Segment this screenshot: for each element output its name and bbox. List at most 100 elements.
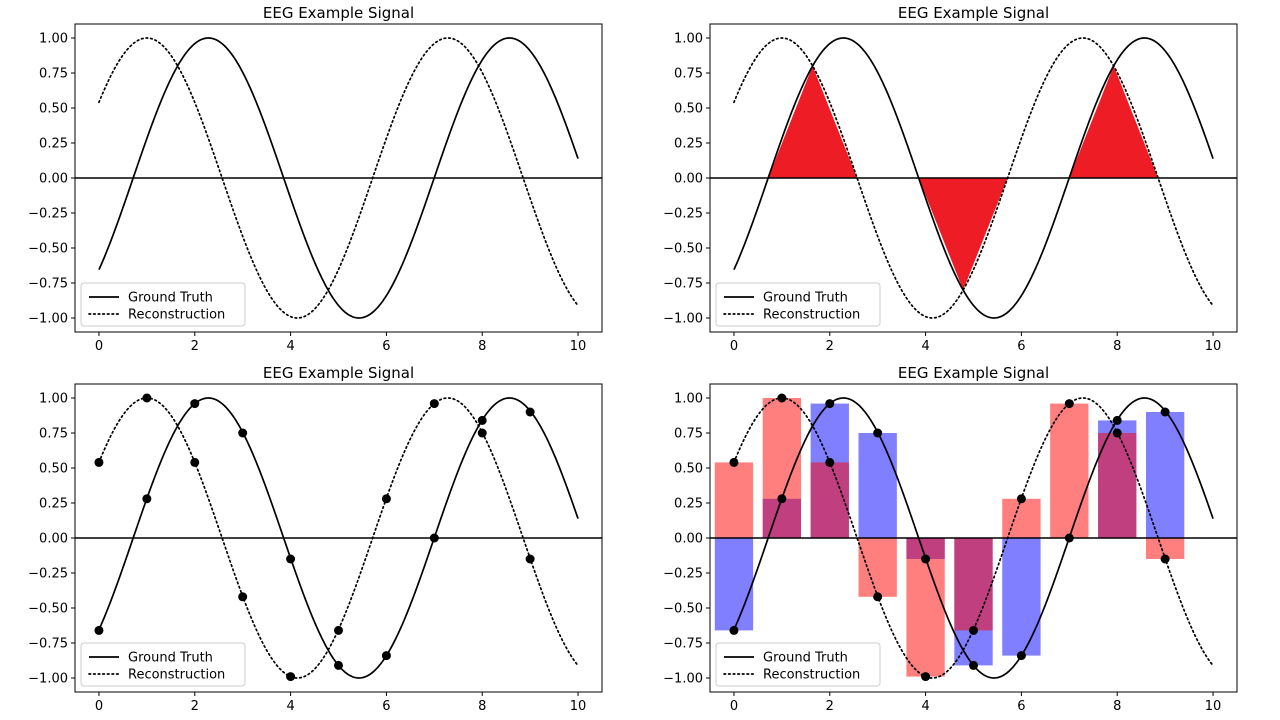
reconstruction-sample-point [525, 554, 535, 564]
ground-truth-line [733, 37, 1214, 319]
plot-area [75, 37, 602, 319]
reconstruction-sample-point [477, 428, 487, 438]
y-tick-label: 1.00 [674, 392, 703, 407]
x-tick-label: 10 [1205, 699, 1222, 714]
y-tick-label: 0.75 [39, 67, 68, 82]
ground-truth-sample-point [729, 625, 739, 635]
x-tick-label: 10 [570, 699, 587, 714]
chart-title: EEG Example Signal [263, 4, 414, 22]
ground-truth-sample-point [777, 494, 787, 504]
ground-truth-sample-point [1016, 651, 1026, 661]
y-tick-label: −1.00 [28, 672, 68, 687]
legend: Ground Truth Reconstruction [715, 642, 881, 687]
error-region-0 [768, 65, 858, 178]
x-tick-label: 0 [730, 699, 738, 714]
y-tick-label: 0.75 [674, 427, 703, 442]
y-tick-label: 0.75 [39, 427, 68, 442]
chart-panel-top-left: 1.00 0.75 0.50 0.25 0.00 −0.25 −0.50 −0.75 −1.00… [28, 4, 603, 354]
reconstruction-bar-8 [1098, 433, 1137, 538]
ground-truth-sample-point [1064, 533, 1074, 543]
reconstruction-line [98, 37, 579, 319]
y-tick-label: 0.00 [39, 532, 68, 547]
reconstruction-sample-point [334, 625, 343, 635]
reconstruction-bar-2 [810, 462, 849, 538]
y-tick-label: −0.75 [663, 637, 703, 652]
reconstruction-sample-point [238, 592, 248, 602]
reconstruction-sample-point [921, 672, 931, 682]
x-tick-label: 8 [1113, 699, 1121, 714]
y-tick-label: 0.25 [674, 137, 703, 152]
ground-truth-sample-point [921, 554, 931, 564]
y-tick-label: 0.00 [39, 172, 68, 187]
reconstruction-sample-point [1160, 554, 1170, 564]
reconstruction-bar-5 [954, 538, 993, 631]
y-tick-label: −0.50 [663, 242, 703, 257]
ground-truth-sample-point [873, 428, 883, 438]
ground-truth-sample-point [477, 415, 487, 425]
y-tick-label: 0.50 [674, 102, 703, 117]
reconstruction-sample-point [286, 672, 296, 682]
x-tick-label: 4 [921, 699, 929, 714]
reconstruction-sample-point [969, 625, 978, 635]
x-tick-label: 0 [95, 339, 103, 354]
y-tick-label: −0.50 [663, 602, 703, 617]
reconstruction-sample-point [777, 393, 787, 403]
x-tick-label: 6 [1017, 339, 1025, 354]
reconstruction-sample-point [142, 393, 152, 403]
ground-truth-sample-point [286, 554, 296, 564]
ground-truth-bar-0 [714, 538, 754, 631]
x-tick-label: 6 [382, 699, 390, 714]
y-tick-label: 0.25 [39, 137, 68, 152]
y-tick-label: −0.75 [28, 277, 68, 292]
legend-ground-truth-label: Ground Truth [763, 651, 848, 666]
reconstruction-sample-point [729, 457, 739, 467]
y-tick-label: −1.00 [663, 312, 703, 327]
legend-reconstruction-label: Reconstruction [763, 668, 860, 683]
ground-truth-sample-point [238, 428, 248, 438]
reconstruction-bar-0 [714, 462, 754, 538]
y-tick-label: −0.75 [663, 277, 703, 292]
ground-truth-sample-point [334, 660, 343, 670]
chart-title: EEG Example Signal [263, 364, 414, 382]
error-region-2 [1069, 65, 1159, 178]
legend-reconstruction-label: Reconstruction [763, 308, 860, 323]
x-tick-label: 8 [478, 699, 486, 714]
x-tick-label: 4 [286, 339, 294, 354]
legend: Ground Truth Reconstruction [80, 642, 246, 687]
plot-area [710, 37, 1237, 319]
y-tick-label: −0.50 [28, 242, 68, 257]
legend-box [715, 642, 881, 687]
ground-truth-sample-point [94, 625, 104, 635]
y-tick-label: −0.75 [28, 637, 68, 652]
reconstruction-bar-3 [858, 538, 897, 597]
plot-area [75, 393, 602, 682]
legend-ground-truth-label: Ground Truth [128, 651, 213, 666]
x-tick-label: 0 [95, 699, 103, 714]
chart-title: EEG Example Signal [898, 4, 1049, 22]
ground-truth-sample-point [1112, 415, 1122, 425]
y-tick-label: 0.25 [674, 497, 703, 512]
reconstruction-bar-9 [1145, 538, 1185, 559]
y-tick-label: −0.25 [663, 567, 703, 582]
y-tick-label: −0.50 [28, 602, 68, 617]
x-tick-label: 10 [1205, 339, 1222, 354]
x-tick-label: 0 [730, 339, 738, 354]
legend-reconstruction-label: Reconstruction [128, 308, 225, 323]
y-tick-label: 1.00 [39, 32, 68, 47]
ground-truth-sample-point [825, 399, 835, 409]
plot-area [710, 393, 1237, 682]
y-tick-label: 1.00 [674, 32, 703, 47]
x-tick-label: 10 [570, 339, 587, 354]
ground-truth-sample-point [1160, 407, 1170, 417]
x-tick-label: 6 [382, 339, 390, 354]
reconstruction-bar-1 [762, 398, 802, 538]
reconstruction-sample-point [94, 457, 104, 467]
reconstruction-sample-point [873, 592, 883, 602]
reconstruction-sample-point [1064, 399, 1074, 409]
y-tick-label: 0.00 [674, 172, 703, 187]
y-tick-label: −0.25 [28, 207, 68, 222]
x-tick-label: 8 [1113, 339, 1121, 354]
y-tick-label: 0.50 [39, 102, 68, 117]
chart-panel-bottom-right: 1.00 0.75 0.50 0.25 0.00 −0.25 −0.50 −0.75 −1.00… [663, 364, 1238, 714]
y-tick-label: 0.75 [674, 67, 703, 82]
